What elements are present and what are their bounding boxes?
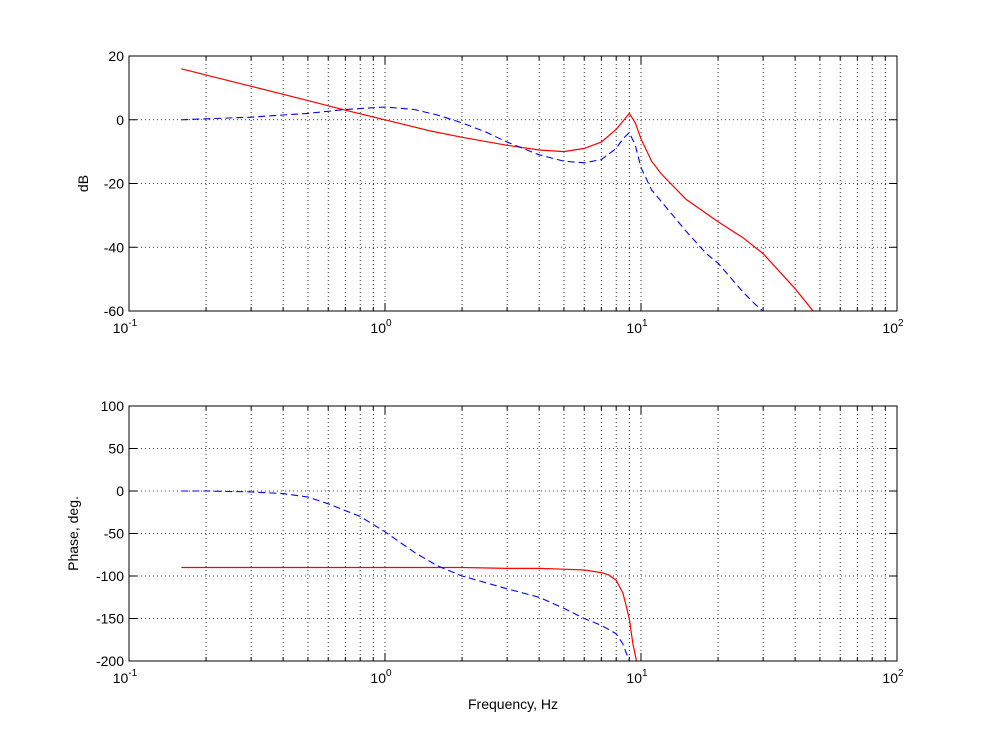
x-tick-base: 10 (113, 670, 129, 686)
y-axis-label: dB (75, 175, 91, 192)
y-tick-label: -100 (96, 568, 124, 584)
solid-red-series (181, 68, 814, 311)
y-tick-label: -150 (96, 611, 124, 627)
y-tick-label: -200 (96, 653, 124, 669)
solid-red-series (181, 566, 638, 661)
y-tick-label: 50 (108, 441, 124, 457)
x-tick-base: 10 (882, 320, 898, 336)
x-tick-base: 10 (882, 670, 898, 686)
x-tick-label: 100 (370, 668, 392, 686)
y-tick-label: -40 (104, 239, 124, 255)
x-tick-label: 102 (882, 668, 904, 686)
x-tick-label: 10-1 (113, 318, 138, 336)
x-axis-label: Frequency, Hz (468, 696, 558, 712)
x-tick-base: 10 (113, 320, 129, 336)
x-tick-exponent: 2 (898, 318, 904, 329)
x-tick-exponent: -1 (128, 668, 137, 679)
x-tick-base: 10 (626, 320, 642, 336)
y-tick-label: -50 (104, 526, 124, 542)
y-axis-label: Phase, deg. (65, 496, 81, 571)
y-tick-label: 20 (108, 48, 124, 64)
x-tick-label: 102 (882, 318, 904, 336)
y-tick-label: 0 (116, 483, 124, 499)
x-tick-exponent: 0 (386, 668, 392, 679)
y-tick-label: 0 (116, 112, 124, 128)
x-tick-exponent: -1 (128, 318, 137, 329)
x-tick-exponent: 1 (642, 668, 648, 679)
x-tick-exponent: 1 (642, 318, 648, 329)
y-tick-label: -20 (104, 176, 124, 192)
x-tick-label: 101 (626, 318, 648, 336)
axes-frame (128, 405, 898, 662)
x-tick-base: 10 (626, 670, 642, 686)
dashed-blue-series (181, 106, 764, 311)
y-tick-label: 100 (101, 398, 125, 414)
x-tick-label: 100 (370, 318, 392, 336)
axes-frame (128, 55, 898, 312)
x-tick-base: 10 (370, 320, 386, 336)
x-tick-exponent: 0 (386, 318, 392, 329)
x-tick-label: 101 (626, 668, 648, 686)
y-tick-label: -60 (104, 303, 124, 319)
x-tick-exponent: 2 (898, 668, 904, 679)
x-tick-label: 10-1 (113, 668, 138, 686)
x-tick-base: 10 (370, 670, 386, 686)
dashed-blue-series (181, 490, 630, 661)
